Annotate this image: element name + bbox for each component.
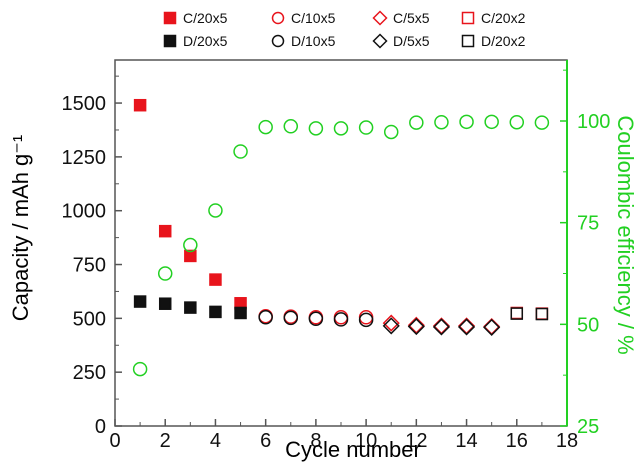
discharge-point	[358, 312, 374, 328]
efficiency-point	[157, 266, 173, 281]
discharge-point	[535, 307, 549, 321]
efficiency-point	[333, 121, 349, 136]
legend-marker	[461, 11, 475, 25]
legend-label: D/20x5	[183, 33, 228, 49]
efficiency-point	[183, 237, 198, 253]
efficiency-point	[459, 114, 474, 130]
charge-point	[510, 306, 524, 320]
charge-point	[457, 317, 476, 335]
efficiency-point	[308, 121, 324, 136]
charge-point	[535, 307, 549, 320]
charge-point	[133, 98, 147, 112]
discharge-point	[510, 307, 524, 320]
y-axis-right: 25 50 75 100	[560, 60, 610, 438]
y-tick-label: 500	[73, 308, 106, 330]
y2-tick-label: 75	[577, 213, 599, 235]
y2-tick-label: 100	[577, 111, 610, 133]
efficiency-point	[484, 114, 499, 130]
legend: C/20x5 D/20x5 C/10x5 D/10x5 C/5x5 D/5x5 C/20x2…	[163, 10, 526, 49]
legend-label: C/20x2	[481, 10, 526, 26]
legend-label: C/20x5	[183, 10, 228, 26]
discharge-point	[382, 317, 400, 335]
plot-frame	[114, 59, 568, 427]
y-tick-label: 1250	[62, 147, 107, 169]
discharge-point	[432, 318, 451, 336]
x-tick-label: 12	[405, 430, 427, 452]
discharge-point	[133, 295, 147, 308]
charge-point	[382, 314, 400, 332]
efficiency-point	[208, 203, 223, 218]
legend-marker	[461, 34, 475, 48]
discharge-point	[283, 310, 299, 326]
y-tick-label: 1000	[62, 201, 107, 223]
y-tick-label: 250	[73, 362, 106, 384]
x-tick-label: 2	[160, 430, 171, 452]
y-tick-label: 0	[95, 416, 106, 438]
legend-label: D/5x5	[393, 33, 430, 49]
x-tick-label: 18	[556, 430, 578, 452]
legend-label: C/5x5	[393, 10, 430, 26]
discharge-point	[184, 301, 197, 314]
discharge-point	[158, 297, 172, 310]
discharge-point	[234, 306, 247, 320]
x-tick-label: 6	[260, 430, 271, 452]
legend-marker	[163, 34, 177, 48]
discharge-point	[258, 310, 273, 325]
efficiency-point	[132, 361, 148, 377]
x-tick-label: 8	[310, 430, 321, 452]
x-tick-label: 0	[109, 430, 120, 452]
y2-axis-title: Coulombic efficiency / %	[613, 115, 638, 354]
y-tick-label: 750	[73, 255, 106, 277]
efficiency-point	[434, 114, 449, 130]
y2-tick-label: 25	[577, 416, 599, 438]
legend-marker	[271, 11, 285, 25]
discharge-point	[209, 305, 222, 319]
charge-point	[209, 273, 222, 286]
x-axis-title: Cycle number	[285, 437, 421, 462]
x-axis: 0 2 4 6 8 10 12 14 16 18	[109, 419, 578, 452]
legend-label: D/20x2	[481, 33, 526, 49]
x-tick-label: 10	[355, 430, 377, 452]
y-axis-title: Capacity / mAh g⁻¹	[8, 135, 33, 321]
discharge-point	[483, 318, 501, 336]
efficiency-point	[409, 115, 424, 130]
legend-marker	[372, 33, 388, 49]
discharge-point	[457, 318, 476, 336]
efficiency-point	[258, 119, 273, 135]
efficiency-point	[358, 120, 374, 135]
y-axis-left: 0 250 500 750 1000 1250 1500	[62, 75, 122, 438]
x-tick-label: 4	[210, 430, 221, 452]
charge-point	[184, 249, 197, 263]
charge-point	[432, 317, 451, 335]
legend-marker	[163, 11, 177, 25]
efficiency-point	[233, 144, 248, 159]
charge-point	[407, 316, 425, 334]
discharge-point	[333, 312, 349, 327]
legend-marker	[372, 10, 388, 26]
y-tick-label: 1500	[62, 93, 107, 115]
x-tick-label: 16	[506, 430, 528, 452]
charge-point	[158, 224, 172, 238]
efficiency-point	[283, 119, 299, 134]
y2-tick-label: 50	[577, 314, 599, 336]
legend-label: C/10x5	[291, 10, 336, 26]
discharge-point	[407, 317, 425, 336]
charge-point	[483, 317, 501, 336]
legend-marker	[271, 34, 285, 48]
efficiency-point	[383, 124, 399, 140]
legend-label: D/10x5	[291, 33, 336, 49]
efficiency-point	[534, 115, 550, 130]
x-tick-label: 14	[455, 430, 477, 452]
discharge-point	[308, 311, 324, 327]
efficiency-point	[509, 114, 525, 130]
plot-area	[132, 98, 550, 377]
